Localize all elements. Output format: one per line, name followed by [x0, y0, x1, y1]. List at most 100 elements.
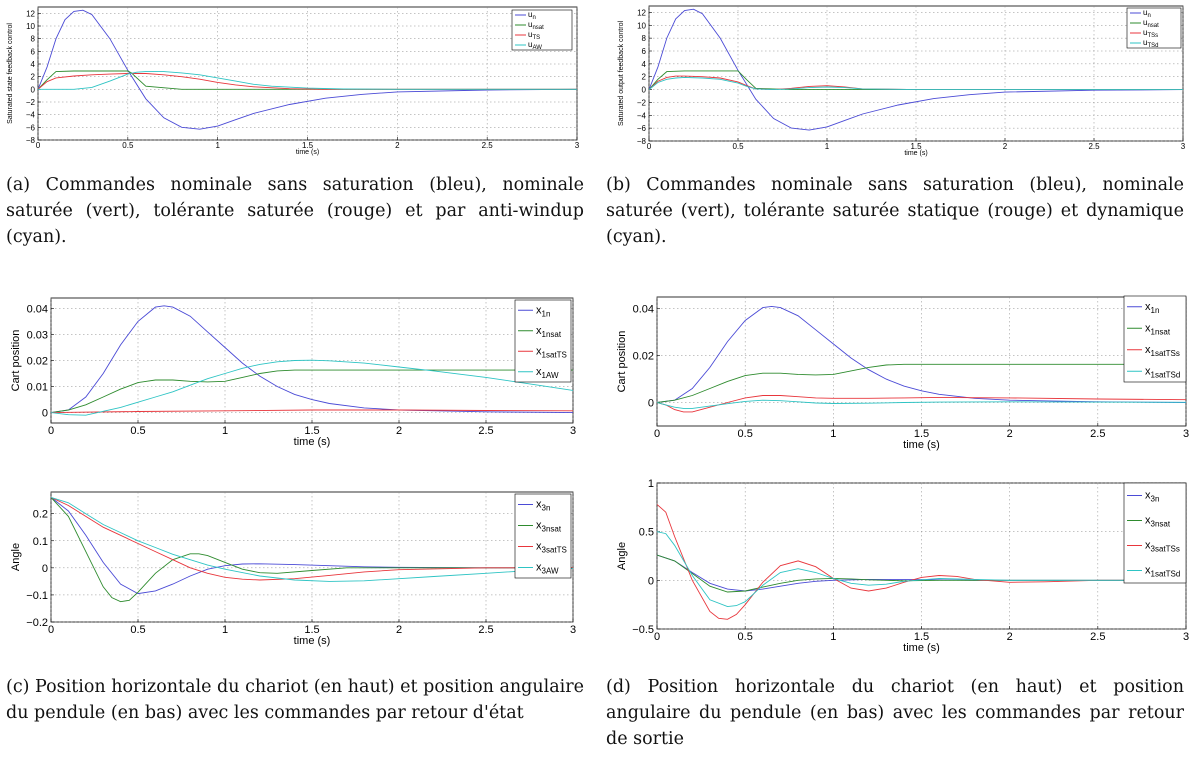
series-line-n: [649, 8, 1183, 131]
x-tick-label: 2: [1007, 428, 1013, 440]
series-line-3satTS: [51, 496, 573, 581]
x-tick-label: 0.5: [130, 624, 145, 636]
x-tick-label: 3: [570, 624, 576, 636]
series-line-1AW: [51, 359, 573, 416]
legend-label-nsat: unsat: [528, 20, 544, 31]
y-tick-label: 10: [637, 21, 646, 30]
legend-label-1satTSd: x1satTSd: [1145, 565, 1180, 579]
x-tick-label: 1.5: [304, 624, 319, 636]
legend-label-n: un: [1143, 8, 1151, 19]
x-tick-label: 1: [825, 142, 830, 151]
x-tick-label: 1.5: [304, 425, 319, 437]
legend-label-3satTSs: x3satTSs: [1145, 540, 1180, 554]
y-tick-label: 6: [642, 47, 647, 56]
x-tick-label: 3: [570, 425, 576, 437]
x-tick-label: 1: [830, 631, 836, 643]
series-line-1n: [51, 305, 573, 414]
y-tick-label: 0: [31, 85, 36, 94]
x-tick-label: 3: [1183, 631, 1189, 643]
y-tick-label: −4: [637, 111, 647, 120]
y-tick-label: 1: [648, 478, 654, 490]
caption-c: (c) Position horizontale du chariot (en …: [6, 677, 584, 723]
y-tick-label: 0.2: [33, 509, 48, 521]
y-axis-label: Saturated output feedback control: [618, 21, 625, 127]
caption-d: (d) Position horizontale du chariot (en …: [606, 677, 1184, 749]
x-tick-label: 2.5: [478, 624, 493, 636]
y-tick-label: 12: [26, 9, 35, 18]
y-tick-label: 4: [642, 60, 647, 69]
chart-c-top: 0 0.5 1 1.5 2 2.5 3 0 0.01 0.02 0.03 0.04 time (s) Ca…: [10, 297, 576, 448]
legend-label-AW: uAW: [528, 40, 542, 51]
y-tick-label: −0.5: [632, 624, 654, 636]
x-tick-label: 2.5: [1088, 142, 1100, 151]
legend-box: [1123, 295, 1187, 383]
x-tick-label: 0.5: [122, 141, 134, 150]
series-line-TS: [38, 73, 577, 90]
y-tick-label: 0.5: [639, 527, 654, 539]
x-axis-label: time (s): [296, 149, 319, 156]
x-tick-label: 0.5: [732, 142, 744, 151]
series-line-3nsat: [51, 497, 573, 603]
x-tick-label: 2: [1003, 142, 1008, 151]
legend-box: [1126, 7, 1182, 49]
series-line-3nsat: [657, 554, 1186, 593]
x-tick-label: 2.5: [482, 141, 494, 150]
legend-box: [1123, 482, 1187, 584]
x-tick-label: 0.5: [130, 425, 145, 437]
y-tick-label: 6: [31, 47, 36, 56]
y-tick-label: 0.02: [27, 356, 48, 368]
x-tick-label: 3: [575, 141, 580, 150]
x-axis-label: time (s): [903, 642, 940, 654]
legend-label-TSs: uTSs: [1143, 28, 1158, 39]
x-tick-label: 2: [396, 624, 402, 636]
series-line-1nsat: [51, 369, 573, 414]
x-tick-label: 1: [830, 428, 836, 440]
y-tick-label: −2: [26, 98, 36, 107]
y-tick-label: 0: [42, 408, 48, 420]
y-tick-label: 0.01: [27, 382, 48, 394]
legend-label-3satTS: x3satTS: [536, 541, 567, 555]
x-tick-label: 1: [215, 141, 220, 150]
x-tick-label: 0: [647, 142, 652, 151]
caption-b: (b) Commandes nominale sans saturation (…: [606, 175, 1184, 247]
legend-label-TS: uTS: [528, 30, 540, 41]
legend-label-3nsat: x3nsat: [1145, 515, 1171, 529]
legend-label-TSd: uTSd: [1143, 38, 1158, 49]
legend-box: [514, 299, 572, 383]
y-axis-label: Angle: [10, 543, 22, 571]
x-tick-label: 0.5: [738, 428, 753, 440]
y-tick-label: 0.1: [33, 536, 48, 548]
y-axis-label: Saturated state feedback control: [7, 23, 14, 124]
y-tick-label: −8: [637, 137, 647, 146]
y-axis-label: Cart position: [10, 330, 22, 392]
chart-d-top: 0 0.5 1 1.5 2 2.5 3 0 0.02 0.04 time (s) Cart posit…: [616, 295, 1189, 451]
x-tick-label: 2: [395, 141, 400, 150]
legend-box: [514, 493, 572, 579]
y-tick-label: 12: [637, 8, 646, 17]
y-tick-label: 0: [42, 563, 48, 575]
legend-label-3n: x3n: [1145, 490, 1159, 504]
series-line-1n: [657, 305, 1186, 403]
y-tick-label: −4: [26, 111, 36, 120]
y-tick-label: 0: [648, 575, 654, 587]
x-axis-label: time (s): [294, 436, 331, 448]
x-axis-label: time (s): [294, 635, 331, 647]
legend-label-1satTSs: x1satTSs: [1145, 344, 1180, 358]
y-tick-label: 0.03: [27, 329, 48, 341]
x-axis-label: time (s): [903, 439, 940, 451]
y-tick-label: 2: [31, 73, 36, 82]
x-tick-label: 2.5: [478, 425, 493, 437]
legend-label-n: un: [528, 10, 536, 21]
y-tick-label: −0.1: [26, 590, 48, 602]
x-tick-label: 3: [1183, 428, 1189, 440]
x-tick-label: 0: [48, 425, 54, 437]
y-axis-label: Angle: [616, 542, 628, 570]
y-tick-label: −2: [637, 98, 647, 107]
series-line-1satTSd: [657, 531, 1186, 608]
series-line-1satTSs: [657, 395, 1186, 413]
y-tick-label: 8: [31, 35, 36, 44]
chart-c-bottom: 0 0.5 1 1.5 2 2.5 3 −0.2 −0.1 0 0.1 0.2 time (s) Angl…: [10, 491, 576, 647]
x-tick-label: 0: [654, 631, 660, 643]
x-tick-label: 2: [396, 425, 402, 437]
